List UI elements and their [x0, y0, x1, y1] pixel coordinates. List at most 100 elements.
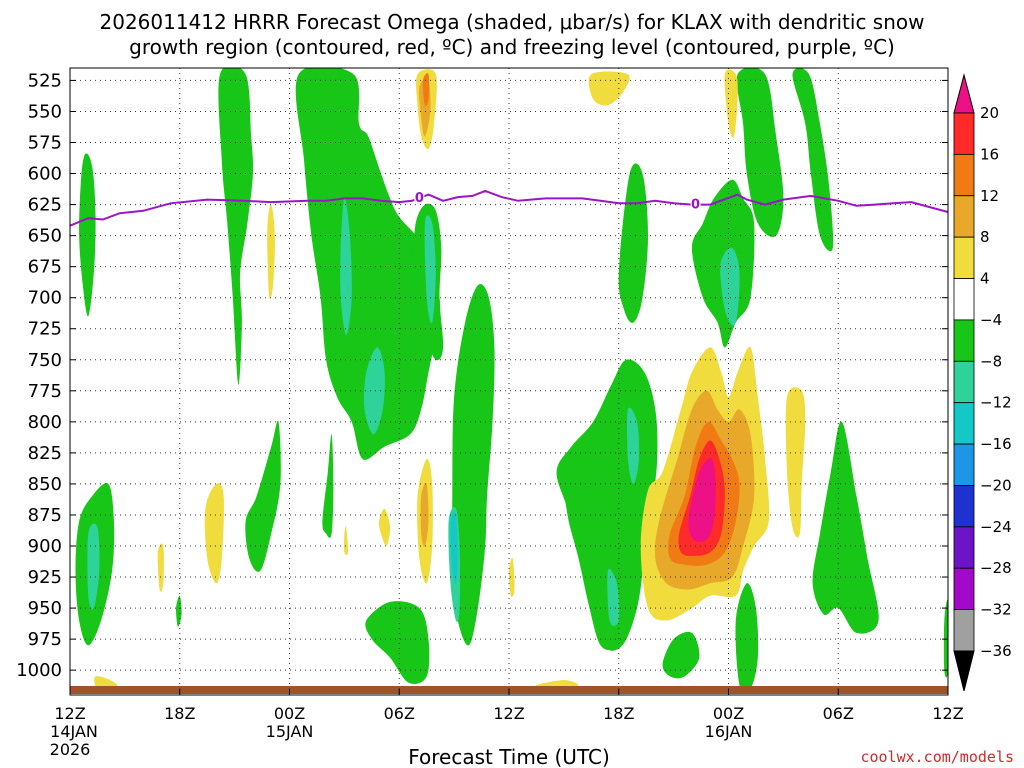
- y-tick-label: 825: [28, 443, 62, 464]
- omega-region: [365, 601, 430, 684]
- x-tick-label: 06Z: [384, 704, 415, 723]
- x-tick-year-label: 2026: [50, 740, 91, 759]
- omega-region: [420, 482, 429, 547]
- y-tick-label: 725: [28, 319, 62, 340]
- omega-region: [295, 68, 440, 460]
- freezing-label-bg: [690, 196, 701, 211]
- omega-region: [157, 543, 164, 592]
- colorbar-label: 8: [980, 228, 990, 246]
- x-tick-label: 12Z: [932, 704, 963, 723]
- y-tick-label: 900: [28, 536, 62, 557]
- omega-shading: [75, 68, 948, 693]
- colorbar-bin: [953, 319, 975, 362]
- omega-region: [785, 387, 806, 538]
- y-tick-label: 600: [28, 164, 62, 185]
- omega-region: [720, 247, 740, 326]
- freezing-label-bg: [414, 190, 425, 205]
- y-tick-label: 875: [28, 505, 62, 526]
- colorbar-bin: [953, 360, 975, 404]
- colorbar-bin: [953, 567, 975, 611]
- x-tick-label: 18Z: [603, 704, 634, 723]
- omega-region: [322, 434, 334, 538]
- colorbar-bin: [953, 278, 975, 321]
- freezing-level-label: 0: [691, 198, 700, 213]
- omega-region: [792, 68, 834, 252]
- omega-region: [812, 421, 879, 634]
- colorbar-bin: [953, 443, 975, 486]
- x-axis-title: Forecast Time (UTC): [408, 745, 610, 768]
- omega-region: [267, 204, 275, 299]
- colorbar-label: 20: [980, 104, 999, 122]
- y-tick-label: 575: [28, 132, 62, 153]
- colorbar-bin: [953, 112, 975, 155]
- y-tick-label: 950: [28, 598, 62, 619]
- omega-region: [176, 595, 182, 627]
- credit-text: coolwx.com/models: [860, 748, 1014, 766]
- omega-region: [218, 68, 254, 385]
- x-tick-label: 06Z: [823, 704, 854, 723]
- omega-region: [724, 69, 738, 138]
- x-tick-label: 12Z: [493, 704, 524, 723]
- colorbar-label: −20: [980, 476, 1012, 494]
- x-tick-date-label: 16JAN: [705, 722, 753, 741]
- y-tick-label: 800: [28, 412, 62, 433]
- omega-region: [943, 599, 948, 678]
- y-tick-label: 750: [28, 350, 62, 371]
- colorbar-bin: [953, 236, 975, 279]
- colorbar-label: −36: [980, 642, 1012, 660]
- y-tick-label: 625: [28, 195, 62, 216]
- x-tick-label: 12Z: [54, 704, 85, 723]
- omega-region: [688, 458, 716, 543]
- colorbar-label: 16: [980, 145, 999, 163]
- y-tick-label: 650: [28, 226, 62, 247]
- omega-region: [618, 163, 648, 323]
- colorbar-top-arrow: [953, 73, 975, 114]
- y-tick-label: 850: [28, 474, 62, 495]
- y-tick-label: 1000: [16, 660, 62, 681]
- x-tick-label: 18Z: [164, 704, 195, 723]
- colorbar: 20 16 12 8 4 −4 −8 −12 −16 −20 −24 −28 −32 −36: [953, 73, 1012, 692]
- omega-region: [94, 676, 118, 689]
- omega-region: [450, 511, 458, 584]
- colorbar-label: −24: [980, 518, 1012, 536]
- omega-region: [424, 215, 436, 324]
- colorbar-label: −12: [980, 394, 1012, 412]
- omega-region: [626, 407, 640, 484]
- omega-region: [588, 71, 630, 106]
- colorbar-label: −4: [980, 311, 1002, 329]
- colorbar-bin: [953, 195, 975, 238]
- omega-region: [508, 557, 515, 597]
- x-tick-date-label: 15JAN: [266, 722, 314, 741]
- omega-region: [87, 523, 100, 610]
- colorbar-bin: [953, 153, 975, 197]
- y-axis-ticks: 525 550 575 600 625 650 675 700 725 750 775 800 825 8…: [16, 70, 948, 681]
- colorbar-bin: [953, 609, 975, 652]
- chart-title-line-1: 2026011412 HRRR Forecast Omega (shaded, …: [100, 10, 925, 34]
- colorbar-bottom-arrow: [953, 650, 975, 692]
- chart-title-line-2: growth region (contoured, red, ºC) and f…: [129, 35, 895, 59]
- omega-region: [736, 68, 784, 237]
- x-tick-label: 00Z: [713, 704, 744, 723]
- omega-region: [79, 153, 96, 317]
- freezing-level-label: 0: [415, 191, 424, 206]
- omega-region: [204, 483, 224, 584]
- omega-region: [245, 420, 281, 572]
- colorbar-label: −8: [980, 352, 1002, 370]
- colorbar-bin: [953, 485, 975, 528]
- y-tick-label: 550: [28, 101, 62, 122]
- y-tick-label: 525: [28, 70, 62, 91]
- omega-region: [563, 470, 623, 650]
- y-tick-label: 700: [28, 288, 62, 309]
- colorbar-label: 12: [980, 187, 999, 205]
- omega-region: [451, 283, 495, 646]
- colorbar-label: 4: [980, 270, 990, 288]
- y-tick-label: 675: [28, 257, 62, 278]
- y-tick-label: 975: [28, 629, 62, 650]
- omega-region: [363, 347, 385, 435]
- colorbar-bin: [953, 526, 975, 569]
- y-tick-label: 925: [28, 567, 62, 588]
- colorbar-label: −28: [980, 559, 1012, 577]
